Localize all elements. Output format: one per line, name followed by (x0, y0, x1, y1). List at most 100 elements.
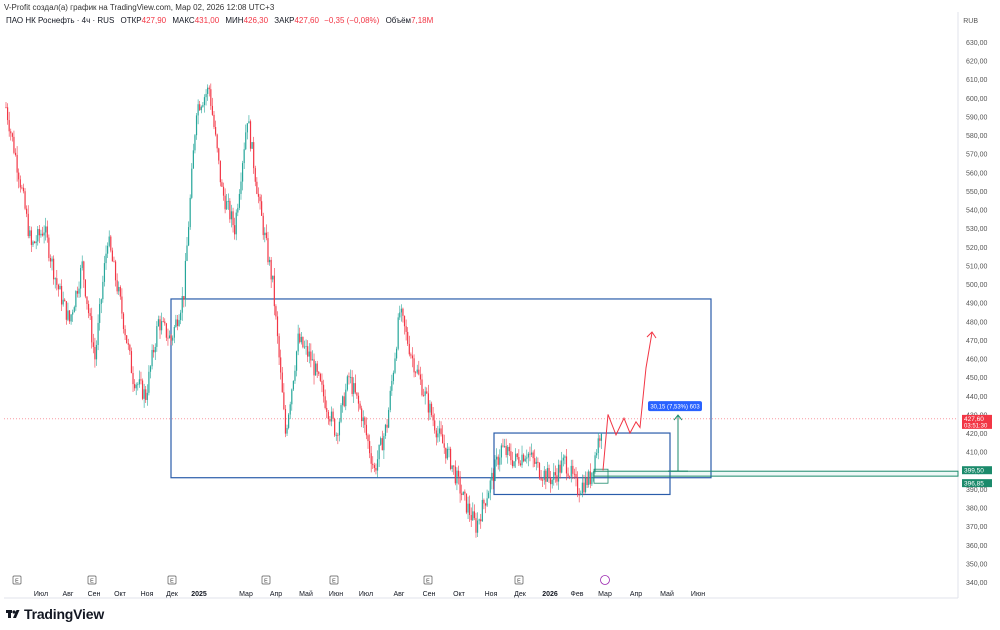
candle-body (184, 260, 187, 300)
candle-body (322, 384, 325, 397)
measure-arrow-icon (673, 414, 683, 421)
candle-body (135, 384, 137, 389)
projection-path (602, 332, 653, 471)
support-zone (593, 470, 959, 477)
y-tick-label: 540,00 (966, 208, 988, 215)
candle-body (315, 363, 317, 376)
candle-body (589, 471, 591, 485)
candle-body (488, 492, 490, 499)
candle-body (294, 370, 296, 381)
y-tick-label: 450,00 (966, 375, 988, 382)
candle-body (530, 452, 533, 455)
candle-body (300, 336, 302, 343)
candle-body (168, 335, 171, 339)
candle-body (354, 383, 356, 393)
y-tick-label: 530,00 (966, 226, 988, 233)
candle-body (408, 343, 410, 355)
candle-body (219, 160, 221, 183)
candle-body (37, 229, 39, 242)
candle-body (338, 421, 341, 436)
time-axis[interactable]: Июл Авг Сен Окт Ноя Дек 2025 Мар Апр Май Июн Июл Авг… (12, 575, 705, 599)
candle-body (200, 106, 202, 111)
candle-body (540, 478, 542, 480)
candle-body (224, 195, 226, 210)
open-value: 427,90 (141, 16, 167, 25)
y-tick-label: 590,00 (966, 114, 988, 121)
candle-body (181, 296, 183, 313)
candle-body (280, 357, 282, 373)
candle-body (89, 313, 91, 317)
drawing-overlays[interactable]: 30,15 (7,53%) 603 (4, 331, 959, 484)
candle-body (523, 454, 525, 462)
candle-body (64, 299, 66, 302)
candle-body (424, 391, 426, 396)
x-tick-label: Дек (166, 591, 179, 598)
candle-body (97, 322, 99, 345)
earnings-marker-icon (423, 575, 433, 585)
change-value: −0,35 (−0,08%) (324, 16, 380, 25)
symbol-title[interactable]: ПАО НК Роснефть · 4ч · RUS (6, 16, 115, 25)
candle-body (410, 354, 412, 356)
x-tick-label: Авг (63, 591, 74, 598)
candle-body (581, 482, 583, 494)
y-tick-label: 600,00 (966, 96, 988, 103)
candle-body (403, 315, 406, 327)
candle-body (392, 372, 395, 382)
candle-body (370, 453, 372, 464)
candle-body (432, 415, 434, 421)
candle-body (470, 514, 472, 521)
range-boxes[interactable] (170, 298, 712, 496)
candle-body (467, 503, 469, 513)
candle-body (146, 392, 148, 400)
candle-body (376, 459, 379, 471)
candle-body (235, 212, 237, 235)
currency-label[interactable]: RUB (963, 18, 978, 25)
candle-body (176, 319, 179, 326)
brand-name: TradingView (24, 606, 105, 622)
candle-body (502, 445, 504, 447)
candle-body (329, 419, 331, 422)
candle-body (583, 482, 585, 493)
price-axis[interactable]: 340,00350,00360,00370,00380,00390,00400,… (962, 40, 992, 587)
candle-body (348, 376, 350, 378)
candle-body (62, 299, 64, 305)
candle-body (218, 148, 220, 161)
candle-body (83, 261, 85, 280)
y-tick-label: 550,00 (966, 189, 988, 196)
x-tick-label: Май (299, 590, 313, 598)
candle-body (116, 280, 118, 292)
candle-body (449, 448, 452, 469)
x-tick-label: Май (660, 590, 674, 598)
tradingview-brand[interactable]: TradingView (6, 606, 104, 622)
candle-body (248, 121, 250, 124)
candle-body (529, 453, 531, 455)
candle-body (205, 93, 207, 98)
earnings-marker-glyph: E (90, 579, 94, 585)
candle-body (245, 132, 247, 150)
candle-body (594, 455, 596, 472)
candle-body (210, 89, 212, 106)
candle-body (418, 369, 420, 375)
volume-value: 7,18М (411, 16, 434, 25)
candle-body (548, 468, 550, 478)
candle-body (49, 258, 52, 262)
low-label: МИН (225, 16, 244, 25)
candle-body (241, 163, 244, 182)
candle-body (254, 168, 256, 182)
open-label: ОТКР (120, 16, 142, 25)
candle-body (141, 380, 144, 399)
candle-body (108, 236, 110, 246)
candle-body (289, 404, 291, 415)
candle-body (54, 278, 56, 280)
candle-body (264, 232, 266, 236)
candle-body (278, 336, 280, 358)
x-tick-label: Июн (329, 591, 343, 598)
x-tick-label: Дек (514, 591, 527, 598)
candle-body (26, 208, 28, 214)
candle-body (426, 391, 428, 394)
candle-body (240, 181, 242, 194)
candle-body (276, 316, 279, 337)
candle-body (246, 123, 248, 133)
candle-body (572, 465, 574, 474)
